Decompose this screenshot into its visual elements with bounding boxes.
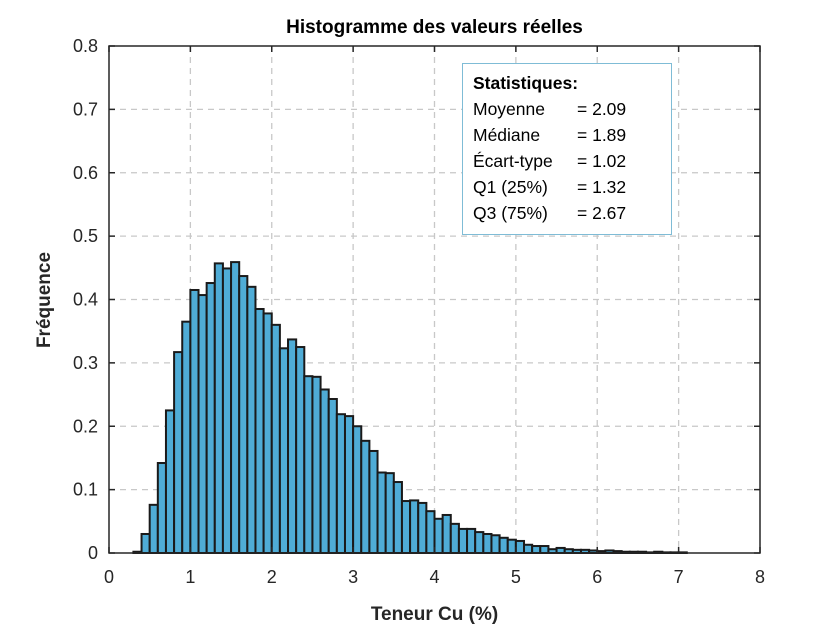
axis-ticks: 0 1 2 3 4 5 6 7 8 0 0.1 0.2 0.3 0.4 0.5 0.6 0.7 0.8	[73, 36, 765, 587]
histogram-bar	[498, 536, 509, 554]
stat-label: Q3 (75%)	[473, 203, 548, 223]
histogram-bar	[376, 471, 387, 555]
histogram-bar	[343, 415, 355, 554]
histogram-bar	[213, 262, 224, 554]
histogram-bar	[490, 534, 501, 555]
x-axis-label: Teneur Cu (%)	[370, 604, 499, 625]
histogram-bar	[295, 346, 306, 554]
stat-value: = 1.02	[577, 151, 627, 171]
stat-value: = 1.32	[577, 177, 627, 197]
histogram-bar	[392, 481, 403, 554]
histogram-bar	[262, 312, 273, 554]
histogram-bar	[400, 500, 412, 554]
stat-label: Médiane	[473, 125, 541, 145]
histogram-bar	[384, 472, 395, 554]
y-tick-label: 0.8	[73, 36, 98, 56]
x-tick-label: 6	[592, 567, 602, 587]
histogram-bar	[417, 501, 428, 554]
stat-label: Q1 (25%)	[473, 177, 548, 197]
histogram-bar	[327, 397, 338, 554]
histogram-bar	[335, 413, 346, 554]
histogram-bar	[148, 503, 159, 554]
histogram-bar	[319, 388, 330, 554]
stat-row-std: Écart-type = 1.02	[473, 148, 671, 174]
stat-value: = 1.89	[577, 125, 627, 145]
histogram-bar	[457, 527, 469, 554]
statistics-annotation-box: Statistiques: Moyenne = 2.09 Médiane = 1.8…	[462, 63, 672, 235]
histogram-bar	[352, 425, 363, 554]
histogram-bar	[360, 439, 371, 555]
histogram-bar	[514, 539, 526, 554]
histogram-bar	[140, 532, 151, 554]
y-tick-label: 0.7	[73, 99, 98, 119]
x-tick-label: 2	[267, 567, 277, 587]
y-tick-label: 0.5	[73, 226, 98, 246]
chart-title: Histogramme des valeurs réelles	[286, 17, 583, 38]
histogram-bar	[238, 275, 249, 554]
histogram-bars	[132, 261, 688, 555]
histogram-bar	[409, 499, 420, 554]
y-tick-label: 0	[88, 543, 98, 563]
y-axis-label: Fréquence	[34, 251, 55, 349]
histogram-bar	[482, 532, 493, 554]
x-tick-label: 8	[755, 567, 765, 587]
histogram-bar	[368, 449, 379, 554]
histogram-bar	[205, 282, 216, 554]
histogram-bar	[181, 320, 192, 554]
histogram-bar	[555, 546, 566, 554]
x-tick-label: 4	[429, 567, 439, 587]
stat-row-median: Médiane = 1.89	[473, 122, 671, 148]
y-tick-label: 0.6	[73, 163, 98, 183]
histogram-bar	[425, 510, 436, 554]
y-tick-label: 0.4	[73, 290, 98, 310]
histogram-bar	[466, 527, 477, 554]
stat-label: Moyenne	[473, 99, 545, 119]
stat-row-q1: Q1 (25%) = 1.32	[473, 174, 671, 200]
y-tick-label: 0.2	[73, 416, 98, 436]
x-tick-label: 0	[104, 567, 114, 587]
histogram-bar	[197, 294, 208, 554]
histogram-bar	[523, 543, 534, 554]
x-tick-label: 5	[511, 567, 521, 587]
stat-value: = 2.09	[577, 99, 627, 119]
histogram-bar	[311, 375, 322, 554]
histogram-bar	[433, 517, 444, 555]
stat-value: = 2.67	[577, 203, 627, 223]
histogram-bar	[156, 462, 167, 555]
y-tick-label: 0.3	[73, 353, 98, 373]
histogram-bar	[173, 351, 184, 554]
histogram-bar	[539, 545, 550, 554]
histogram-bar	[221, 267, 233, 554]
histogram-bar	[278, 347, 290, 554]
y-tick-label: 0.1	[73, 480, 98, 500]
histogram-bar	[287, 338, 298, 554]
histogram-bar	[531, 545, 542, 554]
histogram-bar	[164, 409, 176, 554]
histogram-bar	[303, 375, 314, 554]
histogram-bar	[246, 285, 257, 554]
stat-label: Écart-type	[473, 151, 553, 171]
histogram-bar	[189, 288, 200, 554]
histogram-bar	[230, 261, 241, 554]
histogram-bar	[449, 522, 460, 554]
histogram-bar	[474, 531, 485, 554]
histogram-bar	[254, 308, 265, 554]
histogram-bar	[441, 513, 452, 554]
stat-row-q3: Q3 (75%) = 2.67	[473, 200, 671, 226]
statistics-title: Statistiques:	[473, 73, 579, 93]
x-tick-label: 3	[348, 567, 358, 587]
stat-row-mean: Moyenne = 2.09	[473, 96, 671, 122]
x-tick-label: 1	[185, 567, 195, 587]
histogram-bar	[506, 538, 517, 554]
histogram-bar	[270, 323, 281, 554]
x-tick-label: 7	[674, 567, 684, 587]
